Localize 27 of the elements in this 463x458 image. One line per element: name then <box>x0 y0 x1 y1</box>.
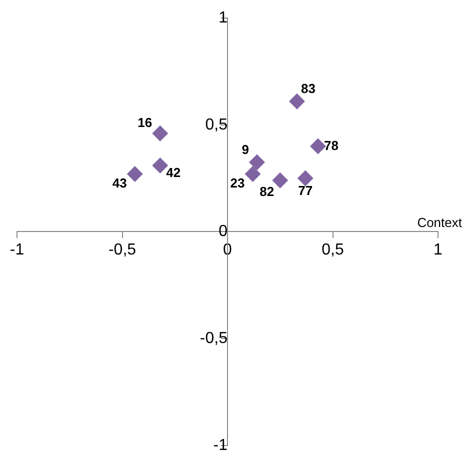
y-tick-label: 0 <box>218 223 228 240</box>
point <box>310 138 326 154</box>
point <box>248 154 265 170</box>
annotation: 83 <box>300 80 316 96</box>
x-tick-label: -1 <box>10 242 24 259</box>
x-tick-label: 0,5 <box>322 242 344 259</box>
annotation: 42 <box>166 165 181 180</box>
y-tick-label: -1 <box>213 436 228 454</box>
y-tick-label: 1 <box>218 9 228 26</box>
annotation: 78 <box>324 138 338 153</box>
point <box>272 172 288 188</box>
annotation: 23 <box>230 176 245 191</box>
x-axis-title: Context <box>417 214 462 230</box>
annotation: 16 <box>138 114 152 130</box>
point <box>288 93 305 110</box>
x-tick-label: -0,5 <box>108 242 136 259</box>
annotation: 43 <box>112 176 127 191</box>
annotation: 77 <box>298 182 313 198</box>
annotation: 9 <box>242 142 249 157</box>
point <box>297 170 314 186</box>
annotation: 82 <box>260 184 274 199</box>
point <box>244 166 261 182</box>
y-tick-label: -0,5 <box>200 330 228 347</box>
y-tick-label: 0,5 <box>205 116 228 134</box>
point <box>126 166 143 182</box>
point <box>152 125 168 142</box>
x-tick-label: 1 <box>434 242 443 259</box>
